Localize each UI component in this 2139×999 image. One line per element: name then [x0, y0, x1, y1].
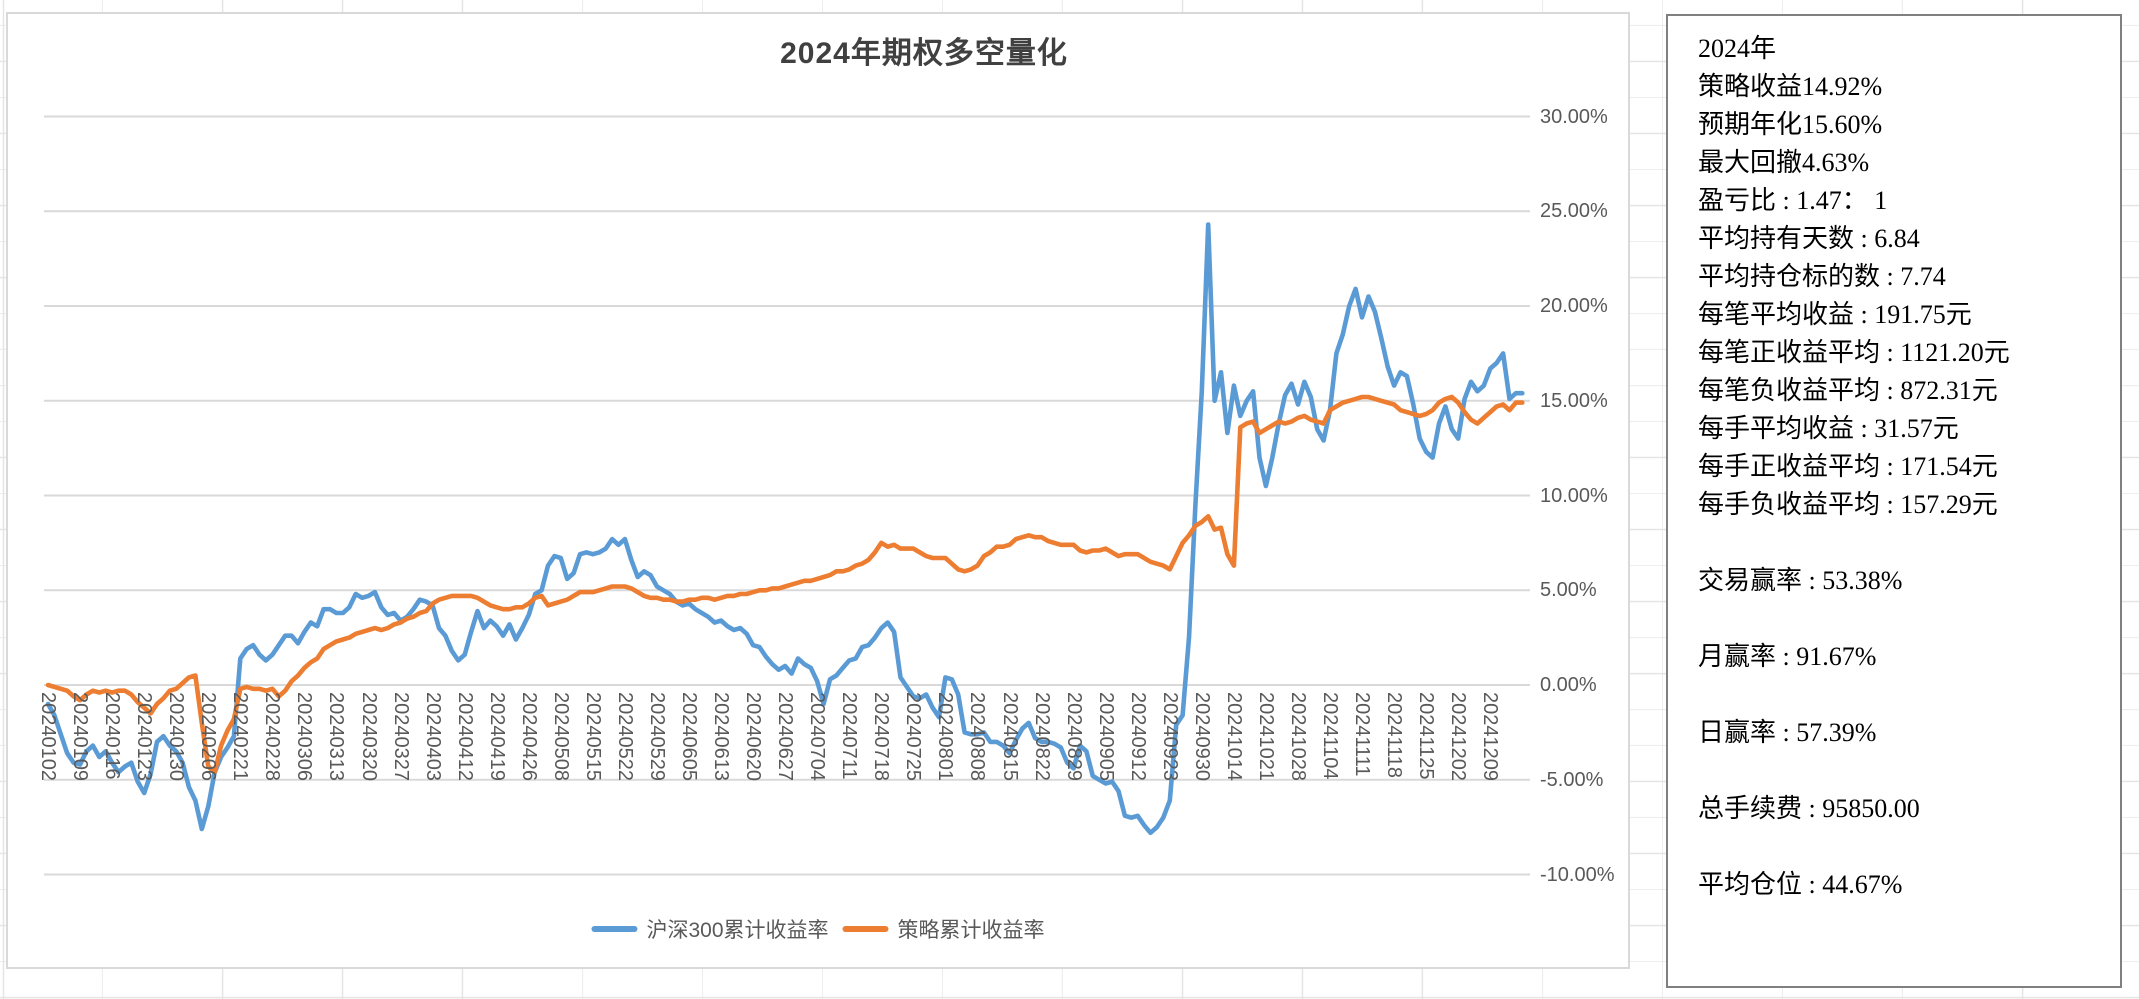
stats-line: [1698, 676, 2120, 714]
x-axis-label: 20240403: [421, 692, 444, 781]
x-axis-label: 20240718: [870, 692, 893, 781]
x-axis-label: 20240704: [806, 692, 829, 781]
legend-item-0[interactable]: 沪深300累计收益率: [591, 914, 829, 944]
stats-line: 最大回撤4.63%: [1698, 148, 1870, 177]
x-axis-label: 20241209: [1479, 692, 1502, 781]
stats-line: 平均持有天数 : 6.84: [1698, 224, 1920, 253]
x-axis-label: 20241202: [1447, 692, 1470, 781]
x-axis-label: 20240522: [613, 692, 636, 781]
stats-line: 每手负收益平均 : 157.29元: [1698, 490, 1998, 519]
stats-line: 2024年: [1698, 34, 1777, 63]
y-axis-label: 30.00%: [1540, 105, 1608, 128]
y-axis-label: 5.00%: [1540, 579, 1597, 602]
x-axis-label: 20240923: [1158, 692, 1181, 781]
stats-line: 每手正收益平均 : 171.54元: [1698, 452, 1998, 481]
x-axis-label: 20240419: [485, 692, 508, 781]
x-axis-label: 20241021: [1254, 692, 1277, 781]
x-axis-label: 20240801: [934, 692, 957, 781]
x-axis-label: 20240627: [774, 692, 797, 781]
stats-line: 总手续费 : 95850.00: [1698, 794, 1920, 823]
x-axis-label: 20240130: [165, 692, 188, 781]
stats-line: 每笔正收益平均 : 1121.20元: [1698, 338, 2010, 367]
x-axis-label: 20241104: [1319, 692, 1341, 780]
stats-line: 每笔平均收益 : 191.75元: [1698, 300, 1972, 329]
series-line-0[interactable]: [45, 222, 1525, 836]
x-axis-label: 20241125: [1415, 692, 1438, 780]
x-axis-label: 20240109: [69, 692, 92, 781]
x-axis-label: 20240412: [453, 692, 476, 781]
x-axis-label: 20240711: [838, 692, 861, 780]
x-axis-label: 20240320: [357, 692, 380, 781]
y-axis-label: 10.00%: [1540, 484, 1608, 507]
x-axis-label: 20240426: [517, 692, 540, 781]
x-axis-label: 20240221: [229, 692, 252, 781]
x-axis-label: 20240529: [645, 692, 668, 781]
x-axis-label: 20240613: [710, 692, 733, 781]
legend-line-swatch: [591, 926, 638, 932]
y-axis-label: -5.00%: [1540, 768, 1604, 791]
x-axis-label: 20241028: [1286, 692, 1309, 781]
stats-line: [1698, 752, 2120, 790]
x-axis-label: 20240822: [1030, 692, 1053, 781]
stats-line: 平均仓位 : 44.67%: [1698, 870, 1903, 899]
chart-object[interactable]: [6, 12, 1630, 969]
x-axis-label: 20240829: [1062, 692, 1085, 781]
x-axis-label: 20240206: [197, 692, 220, 781]
chart-legend: 沪深300累计收益率 策略累计收益率: [591, 914, 1045, 944]
x-axis-label: 20240808: [966, 692, 989, 781]
stats-line: [1698, 524, 2120, 562]
stats-line: [1698, 828, 2120, 866]
stats-line: 平均持仓标的数 : 7.74: [1698, 262, 1946, 291]
stats-line: 月赢率 : 91.67%: [1698, 642, 1877, 671]
x-axis-label: 20241118: [1383, 692, 1406, 779]
series-line-1[interactable]: [45, 394, 1525, 775]
x-axis-label: 20240306: [293, 692, 316, 781]
legend-label: 策略累计收益率: [897, 919, 1045, 942]
stats-line: 每手平均收益 : 31.57元: [1698, 414, 1959, 443]
x-axis-label: 20240905: [1094, 692, 1117, 781]
y-axis-label: 0.00%: [1540, 674, 1597, 696]
x-axis-label: 20240327: [389, 692, 412, 781]
x-axis-label: 20240123: [133, 692, 156, 781]
stats-line: 交易赢率 : 53.38%: [1698, 566, 1903, 595]
x-axis-label: 20240725: [902, 692, 925, 781]
x-axis-label: 20240620: [742, 692, 765, 781]
x-axis-label: 20240508: [549, 692, 572, 781]
legend-label: 沪深300累计收益率: [646, 919, 829, 942]
x-axis-label: 20240116: [101, 692, 124, 780]
x-axis-label: 20240930: [1190, 692, 1213, 781]
x-axis-label: 20240313: [325, 692, 348, 781]
x-axis-label: 20241111: [1351, 692, 1374, 777]
x-axis-label: 20240605: [678, 692, 700, 781]
stats-line: 日赢率 : 57.39%: [1698, 718, 1877, 747]
x-axis-label: 20241014: [1222, 692, 1245, 781]
x-axis-label: 20240912: [1126, 692, 1149, 781]
stats-line: 每笔负收益平均 : 872.31元: [1698, 376, 1998, 405]
x-axis-label: 20240102: [37, 692, 59, 781]
y-axis-label: 15.00%: [1540, 389, 1608, 412]
stats-line: 预期年化15.60%: [1698, 110, 1883, 139]
y-axis-label: 20.00%: [1540, 295, 1608, 317]
stats-line: [1698, 600, 2120, 638]
stats-line: 策略收益14.92%: [1698, 72, 1883, 101]
x-axis-label: 20240515: [581, 692, 604, 781]
y-axis-label: -10.00%: [1540, 863, 1615, 886]
x-axis-label: 20240228: [261, 692, 284, 781]
chart-title: 2024年期权多空量化: [780, 37, 1068, 70]
y-axis-label: 25.00%: [1540, 200, 1608, 223]
legend-item-1[interactable]: 策略累计收益率: [842, 914, 1045, 944]
stats-line: 盈亏比 : 1.47： 1: [1698, 186, 1888, 215]
x-axis-label: 20240815: [998, 692, 1021, 781]
stats-panel[interactable]: 2024年策略收益14.92% 预期年化15.60% 最大回撤4.63% 盈亏比 : …: [1666, 14, 2122, 988]
legend-line-swatch: [842, 926, 889, 932]
